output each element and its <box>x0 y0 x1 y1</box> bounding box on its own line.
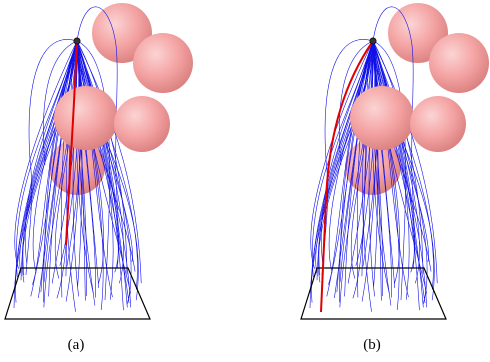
trajectory-loop <box>76 6 119 211</box>
trajectory-fan <box>309 6 438 312</box>
trajectory <box>311 40 374 303</box>
trajectory-loop <box>25 39 78 276</box>
trajectory <box>372 40 420 284</box>
trajectory <box>76 40 96 298</box>
trajectory <box>15 40 78 303</box>
trajectory <box>76 40 139 301</box>
start-node <box>73 37 81 45</box>
trajectory <box>372 40 400 310</box>
trajectory <box>372 40 438 284</box>
trajectory <box>350 40 374 279</box>
panel-b <box>300 3 489 320</box>
obstacle-sphere <box>429 33 489 93</box>
trajectory <box>76 40 138 290</box>
trajectory <box>48 40 78 297</box>
trajectory-loop <box>372 6 415 211</box>
trajectory <box>361 40 377 302</box>
obstacle-sphere <box>350 86 414 150</box>
trajectory <box>66 40 82 267</box>
trajectory <box>362 40 378 267</box>
caption-b: (b) <box>363 337 381 353</box>
ground-plane <box>300 267 447 320</box>
trajectory-fan <box>13 6 142 312</box>
trajectory <box>372 40 410 300</box>
trajectory <box>310 40 374 269</box>
trajectory <box>328 40 374 273</box>
highlighted-path <box>320 40 374 313</box>
trajectory <box>14 40 78 269</box>
trajectory <box>372 40 434 290</box>
trajectory-loop <box>43 40 78 166</box>
trajectory <box>32 40 78 273</box>
obstacles-front <box>54 86 170 152</box>
trajectory <box>334 40 374 299</box>
trajectory <box>65 40 81 302</box>
trajectory <box>76 40 124 284</box>
trajectory <box>76 40 104 310</box>
trajectory <box>315 40 374 276</box>
trajectory <box>19 40 78 276</box>
trajectory <box>24 40 78 265</box>
trajectory <box>76 40 114 300</box>
trajectory <box>371 40 390 294</box>
obstacle-sphere <box>54 86 118 150</box>
trajectory <box>368 40 375 297</box>
panel-a <box>4 3 193 320</box>
caption-a: (a) <box>67 337 85 353</box>
trajectory <box>372 40 392 298</box>
start-node <box>369 37 377 45</box>
trajectory <box>320 40 374 265</box>
trajectory-loop <box>339 40 374 166</box>
trajectory <box>316 40 374 281</box>
obstacle-sphere <box>92 3 152 63</box>
trajectory <box>56 40 78 299</box>
obstacle-sphere <box>388 3 448 63</box>
trajectory <box>352 40 374 299</box>
trajectory <box>344 40 374 297</box>
obstacle-sphere <box>410 96 466 152</box>
trajectory <box>76 40 142 284</box>
trajectory <box>20 40 78 281</box>
trajectory <box>22 40 78 276</box>
trajectory <box>318 40 374 276</box>
ground-plane <box>4 267 151 320</box>
trajectory <box>372 40 435 301</box>
obstacles-front <box>350 86 466 152</box>
trajectory <box>38 40 78 299</box>
highlighted-path <box>65 40 78 246</box>
trajectory <box>54 40 78 279</box>
obstacle-sphere <box>133 33 193 93</box>
obstacle-sphere <box>114 96 170 152</box>
